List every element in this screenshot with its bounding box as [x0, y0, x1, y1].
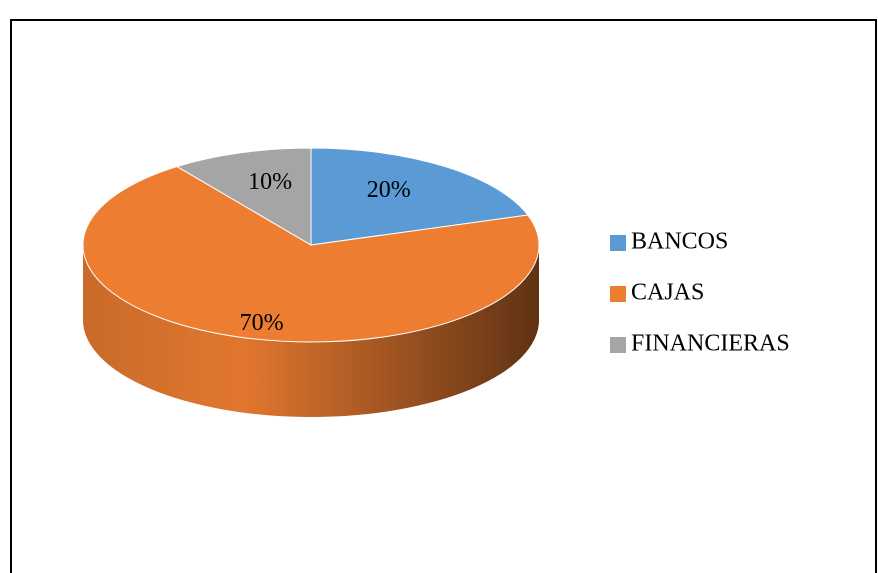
slice-side-shade [83, 245, 539, 417]
pie-slice [82, 165, 540, 343]
pie-slice [310, 147, 529, 246]
legend-swatch [610, 235, 626, 251]
pie-slice [175, 147, 312, 246]
data-label: 10% [248, 169, 292, 195]
legend-label: FINANCIERAS [631, 331, 790, 357]
chart-frame [10, 19, 877, 573]
legend-swatch [610, 337, 626, 353]
data-label: 20% [367, 177, 411, 203]
legend-swatch [610, 286, 626, 302]
data-label: 70% [240, 310, 284, 336]
legend-label: CAJAS [631, 280, 704, 306]
legend-label: BANCOS [631, 229, 728, 255]
